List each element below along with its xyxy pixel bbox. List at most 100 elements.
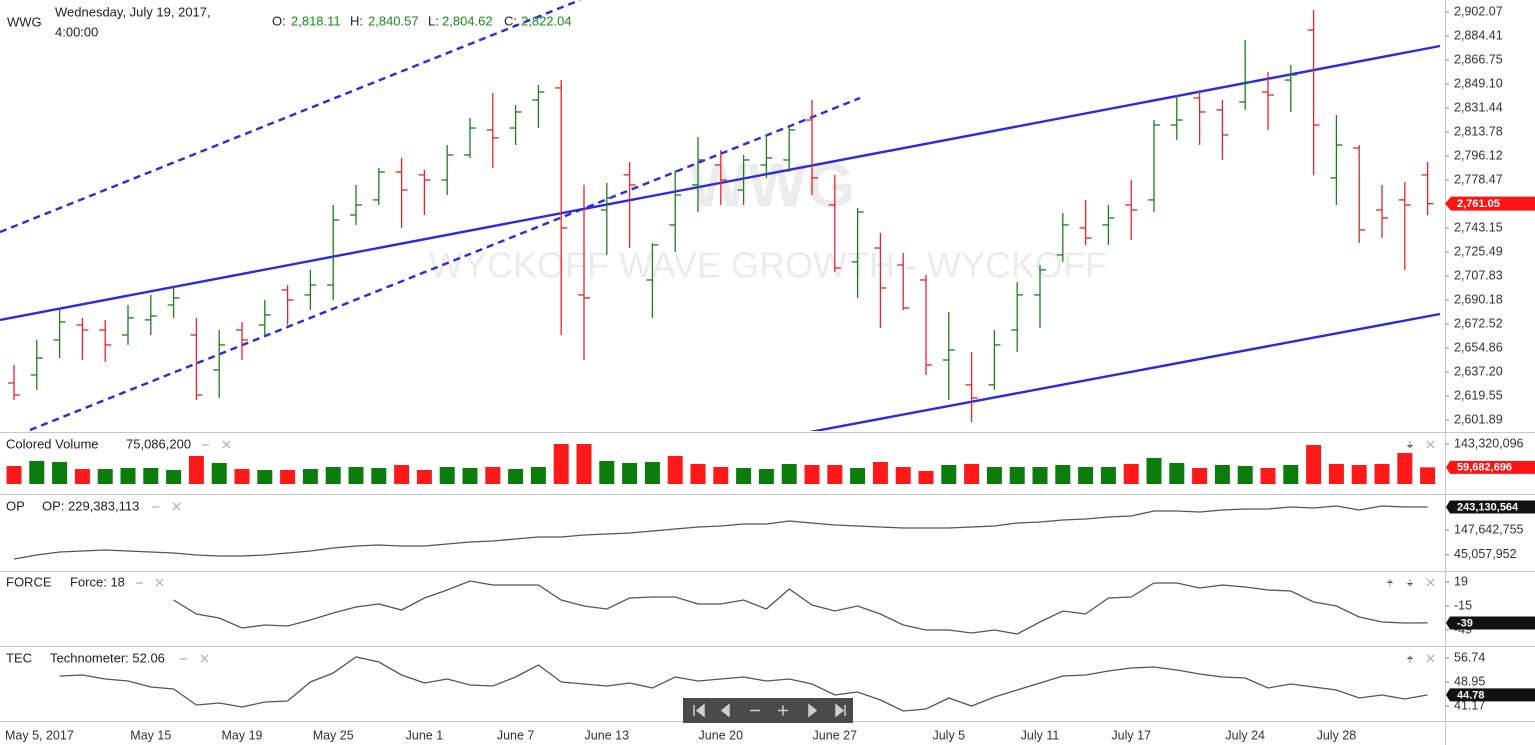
volume-bar xyxy=(1397,452,1413,484)
y-tick-label: 2,902.07 xyxy=(1454,4,1503,18)
first-button[interactable] xyxy=(693,703,705,718)
y-tick-label: 2,725.49 xyxy=(1454,244,1503,258)
ohlc-label: C: xyxy=(504,13,517,28)
y-tick-label: 147,642,755 xyxy=(1454,522,1524,536)
x-tick-label: July 17 xyxy=(1111,728,1151,742)
volume-bar xyxy=(1237,465,1253,484)
y-tick-label: 41.17 xyxy=(1454,698,1485,712)
ohlc-label: O: xyxy=(272,13,286,28)
volume-bar xyxy=(52,462,68,484)
panel-legend: OP: 229,383,113 xyxy=(42,498,139,513)
zoom-in-button[interactable] xyxy=(778,705,788,716)
volume-bar xyxy=(804,464,820,484)
panel-icons[interactable] xyxy=(136,440,1435,663)
ohlc-label: L: xyxy=(428,13,439,28)
close-icon[interactable] xyxy=(200,654,209,663)
volume-bar xyxy=(1420,467,1436,484)
y-tick-label: 2,619.55 xyxy=(1454,388,1503,402)
current-value-box xyxy=(1446,688,1535,702)
panel-title: Colored Volume xyxy=(6,436,99,451)
trend-line-dashed xyxy=(0,0,581,234)
y-tick-label: 2,866.75 xyxy=(1454,52,1503,66)
x-tick-label: June 7 xyxy=(497,728,535,742)
close-icon[interactable] xyxy=(1426,654,1435,663)
x-tick-label: June 13 xyxy=(585,728,630,742)
panel-title: OP xyxy=(6,498,25,513)
volume-bar xyxy=(257,469,273,484)
volume-bar xyxy=(622,463,638,484)
volume-bar xyxy=(485,467,501,484)
close-icon[interactable] xyxy=(1426,578,1435,587)
current-value-box xyxy=(1446,616,1535,630)
toolbar-bg xyxy=(683,698,853,723)
prev-button[interactable] xyxy=(720,703,730,718)
volume-bar xyxy=(895,467,911,484)
volume-bar xyxy=(1374,463,1390,484)
volume-bar xyxy=(872,462,888,484)
panel-legend: Force: 18 xyxy=(70,574,125,589)
ohlc-value: 2,804.62 xyxy=(442,13,493,28)
last-button[interactable] xyxy=(835,703,846,718)
volume-bar xyxy=(941,464,957,484)
indicator-line xyxy=(13,505,1428,560)
volume-bar xyxy=(371,468,387,484)
volume-bar xyxy=(1055,464,1071,484)
close-icon[interactable] xyxy=(1426,440,1435,449)
ohlc-label: H: xyxy=(350,13,363,28)
x-tick-label: June 20 xyxy=(699,728,744,742)
x-tick-label: July 24 xyxy=(1225,728,1265,742)
close-icon[interactable] xyxy=(222,440,231,449)
watermark-name: WYCKOFF WAVE GROWTH - WYCKOFF xyxy=(429,245,1107,286)
y-tick-label: 2,654.86 xyxy=(1454,340,1503,354)
up-icon[interactable] xyxy=(1406,655,1414,663)
x-tick-label: May 25 xyxy=(313,728,354,742)
x-tick-label: June 27 xyxy=(813,728,858,742)
volume-bar xyxy=(1283,464,1299,484)
volume-bar xyxy=(6,465,22,484)
volume-bar xyxy=(644,462,660,484)
marks: 2,902.07 2,884.41 2,866.75 2,849.10 2,831.44… xyxy=(5,4,1535,742)
ohlc-value: 2,818.11 xyxy=(291,13,341,28)
y-tick-label: 48.95 xyxy=(1454,674,1485,688)
panel-title: TEC xyxy=(6,650,32,665)
close-icon[interactable] xyxy=(155,578,164,587)
volume-bar xyxy=(302,469,318,484)
volume-bar xyxy=(394,464,410,484)
volume-bar xyxy=(1260,468,1276,484)
ohlc-value: 2,840.57 xyxy=(368,13,419,28)
current-value-label: 2,761.05 xyxy=(1457,198,1500,210)
x-tick-label: July 28 xyxy=(1317,728,1357,742)
panel-legend: Technometer: 52.06 xyxy=(50,650,165,665)
current-value-label: 243,130,564 xyxy=(1457,501,1519,513)
volume-bar xyxy=(599,461,615,484)
volume-bar xyxy=(1306,445,1322,484)
close-icon[interactable] xyxy=(172,502,181,511)
trend-line-dashed xyxy=(29,96,861,431)
y-tick-label: 2,849.10 xyxy=(1454,76,1503,90)
y-tick-label: 2,778.47 xyxy=(1454,172,1503,186)
volume-bar xyxy=(1328,463,1344,484)
volume-bar xyxy=(850,468,866,484)
down-icon[interactable] xyxy=(1406,441,1414,449)
nav-toolbar xyxy=(683,698,853,723)
current-value-label: 59,682,696 xyxy=(1457,462,1512,474)
trend-line xyxy=(809,312,1441,431)
volume-bar xyxy=(348,467,364,484)
y-tick-label: 56.74 xyxy=(1454,650,1485,664)
y-tick-label: 2,884.41 xyxy=(1454,28,1503,42)
volume-bar xyxy=(74,469,90,484)
x-tick-label: July 5 xyxy=(932,728,965,742)
move-icons[interactable] xyxy=(1386,579,1414,587)
volume-bar xyxy=(1214,464,1230,484)
volume-bar xyxy=(781,463,797,484)
volume-bar xyxy=(576,444,592,484)
current-value-box xyxy=(1446,500,1535,514)
volume-bar xyxy=(1192,468,1208,484)
y-tick-label: 2,637.20 xyxy=(1454,364,1503,378)
y-tick-label: 2,707.83 xyxy=(1454,268,1503,282)
y-tick-label: 143,320,096 xyxy=(1454,436,1524,450)
next-button[interactable] xyxy=(808,703,818,718)
